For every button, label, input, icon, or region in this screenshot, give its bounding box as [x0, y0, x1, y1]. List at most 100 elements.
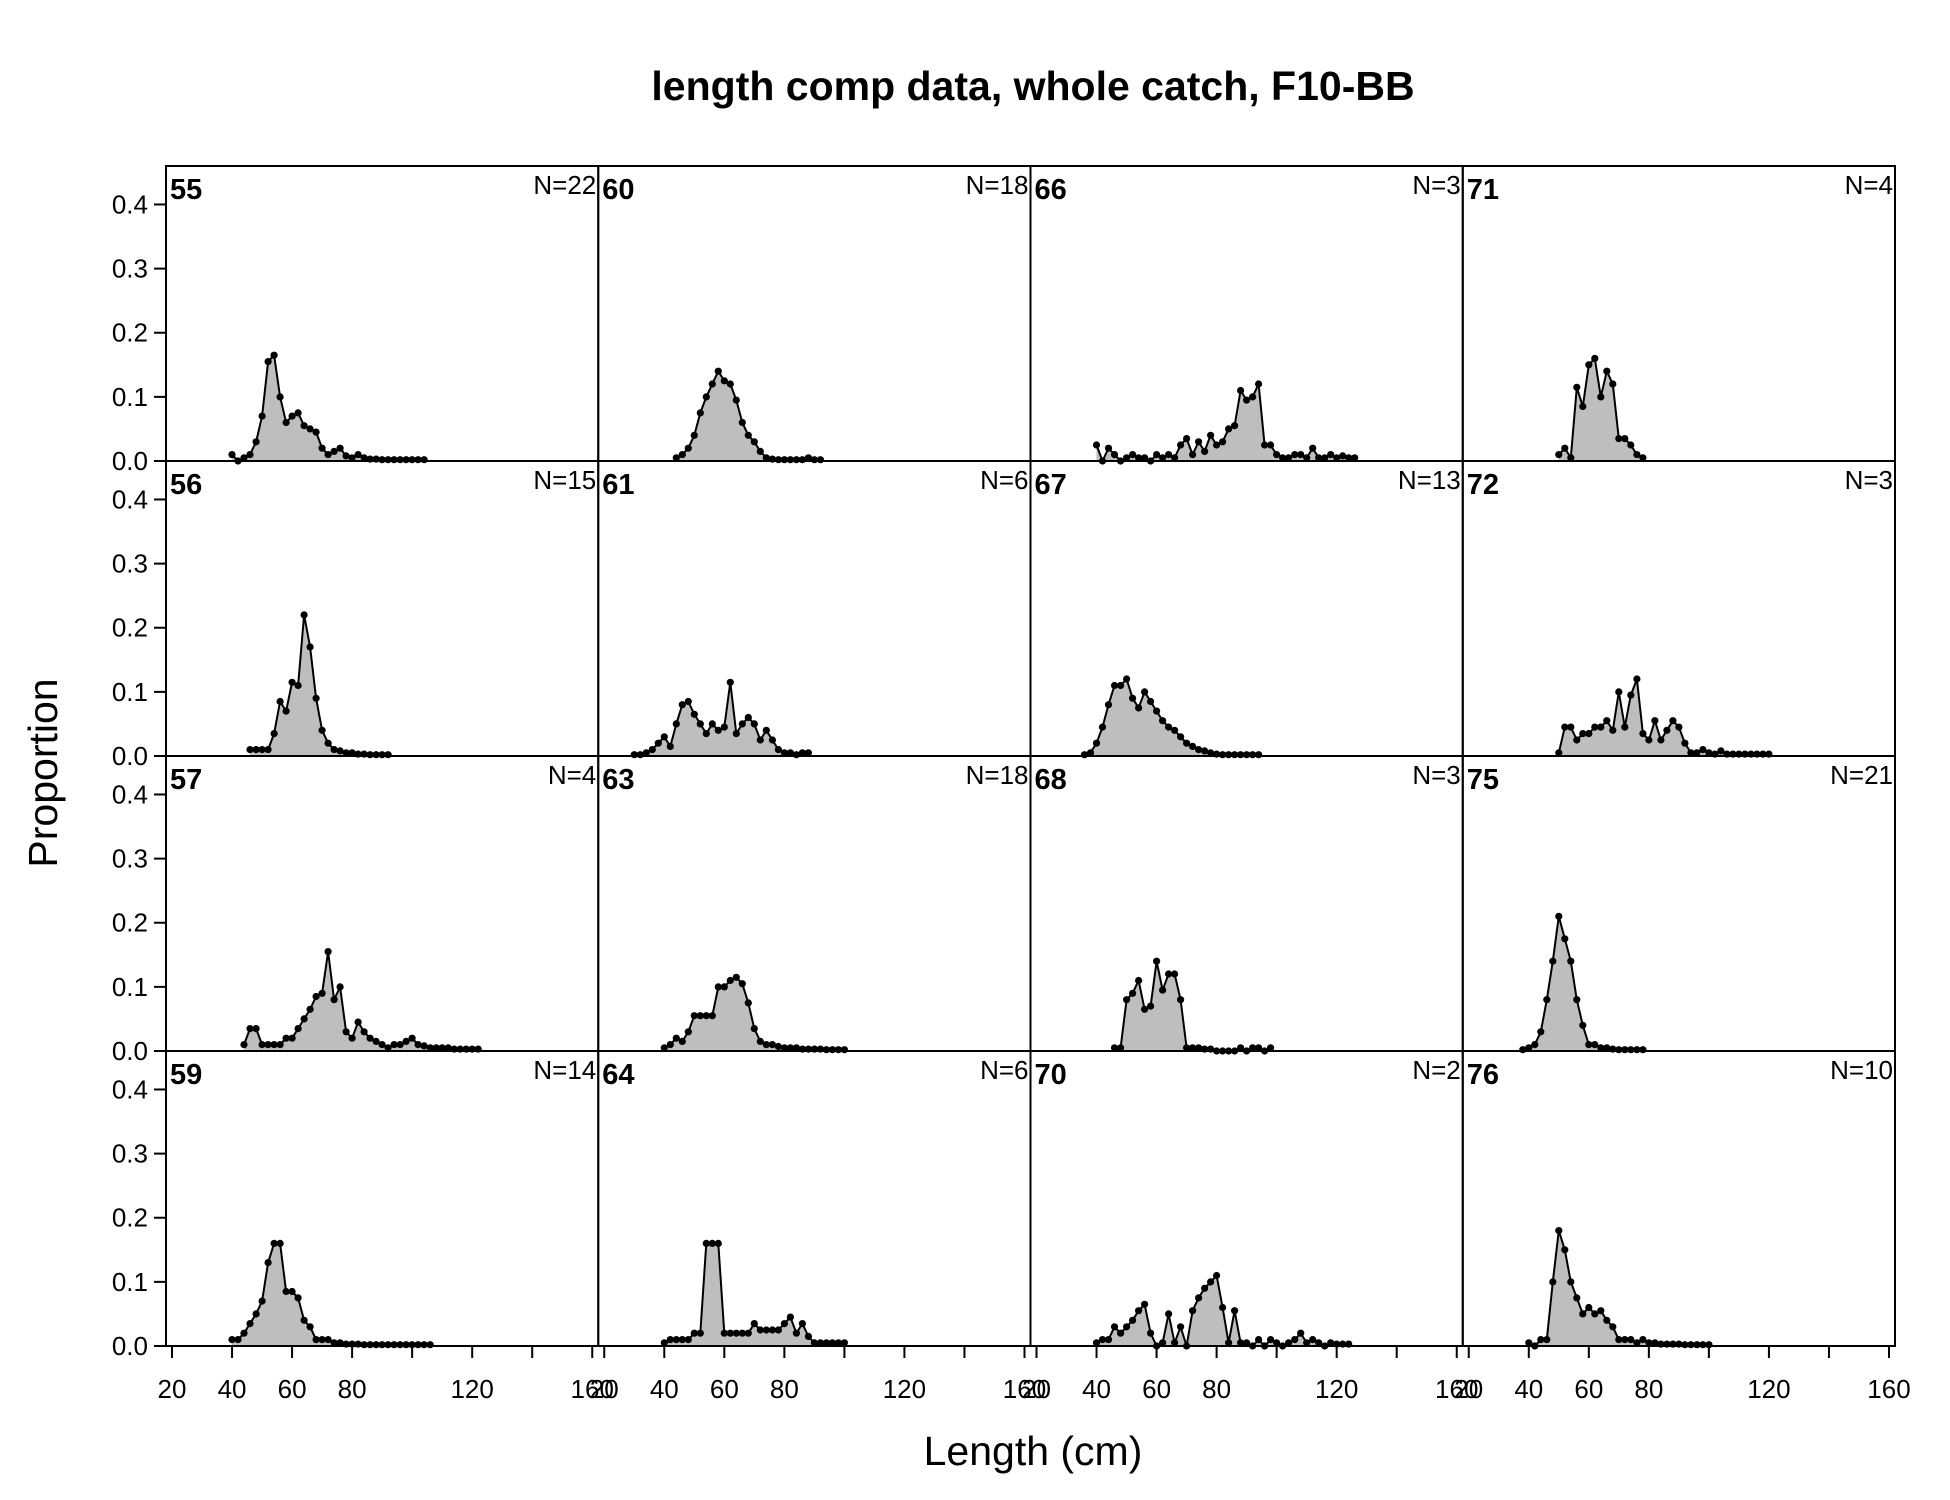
data-point [1207, 1278, 1215, 1286]
panel-label: 67 [1035, 469, 1067, 501]
data-point [714, 367, 722, 375]
data-point [384, 1044, 392, 1052]
data-point [1092, 441, 1101, 449]
data-point [1231, 1307, 1239, 1315]
data-point [726, 1329, 734, 1337]
data-point [1123, 454, 1131, 462]
data-point [792, 1044, 801, 1052]
data-point [828, 1339, 837, 1347]
data-point [1525, 1044, 1533, 1052]
x-tick-label: 40 [218, 1374, 247, 1404]
data-point [1549, 957, 1557, 965]
sample-size-label: N=6 [980, 465, 1028, 495]
data-point [342, 452, 350, 460]
data-point [1237, 1044, 1245, 1052]
data-point [822, 1339, 831, 1347]
panel-71: 71 N=4 [1461, 165, 1896, 462]
data-point [324, 948, 332, 956]
data-point [306, 643, 314, 651]
x-tick-label: 20 [590, 1374, 619, 1404]
data-point [762, 454, 770, 462]
sample-size-label: N=3 [1412, 170, 1460, 200]
data-point [1627, 691, 1635, 699]
data-point [1291, 451, 1299, 459]
data-point [288, 412, 296, 420]
x-tick-label: 120 [883, 1374, 926, 1404]
data-point [768, 1326, 777, 1334]
data-point [1585, 1303, 1593, 1312]
sample-size-label: N=13 [1398, 465, 1461, 495]
area-fill-75 [1522, 916, 1643, 1051]
data-point [1092, 739, 1101, 747]
panel-label: 75 [1467, 764, 1499, 796]
data-point [774, 1042, 783, 1051]
data-point [1165, 1310, 1173, 1318]
data-point [318, 1336, 326, 1344]
data-point [1171, 970, 1179, 978]
data-point [348, 454, 356, 462]
data-point [720, 377, 728, 385]
data-point [360, 454, 368, 462]
data-point [1567, 723, 1575, 731]
data-point [246, 451, 254, 459]
data-point [1591, 723, 1599, 731]
data-point [324, 739, 332, 747]
data-point [678, 1037, 686, 1045]
data-point [1129, 989, 1137, 997]
data-point [786, 1044, 795, 1052]
data-point [402, 1037, 410, 1045]
data-point [396, 1041, 404, 1049]
data-point [1177, 996, 1185, 1004]
data-point [732, 1329, 740, 1337]
y-tick-label: 0.4 [112, 484, 148, 514]
data-point [1633, 675, 1641, 683]
data-point [1321, 454, 1329, 462]
data-point [1603, 367, 1611, 375]
panel-label: 64 [602, 1059, 634, 1091]
data-point [1603, 1044, 1611, 1052]
panel-64: 64 N=6 20 40 60 80 120 160 [590, 1050, 1046, 1404]
data-point [1639, 730, 1647, 738]
area-fill-68 [1114, 961, 1271, 1051]
x-tick-label: 60 [1574, 1374, 1603, 1404]
panel-frame-56 [165, 460, 600, 757]
y-tick-label: 0.1 [112, 1267, 148, 1297]
y-tick-label: 0.1 [112, 382, 148, 412]
panel-label: 55 [170, 174, 202, 206]
data-point [726, 678, 734, 686]
data-point [666, 742, 674, 751]
sample-size-label: N=18 [966, 170, 1029, 200]
data-point [1249, 393, 1257, 401]
data-point [1123, 1323, 1131, 1331]
x-tick-label: 20 [158, 1374, 187, 1404]
data-point [270, 351, 278, 359]
panel-70: 70 N=2 20 40 60 80 120 160 [1022, 1050, 1478, 1404]
data-point [300, 422, 308, 430]
data-point [1555, 451, 1563, 459]
data-point [1567, 957, 1575, 965]
x-tick-label: 80 [1634, 1374, 1663, 1404]
y-tick-label: 0.1 [112, 972, 148, 1002]
data-point [1573, 736, 1581, 744]
data-point [684, 1336, 692, 1344]
data-point [372, 1037, 380, 1045]
panel-label: 66 [1035, 174, 1067, 206]
data-point [1285, 454, 1293, 462]
data-point [1639, 1336, 1647, 1344]
sample-size-label: N=4 [548, 760, 596, 790]
data-point [1627, 441, 1635, 449]
y-tick-label: 0.0 [112, 446, 148, 476]
data-point [306, 425, 314, 433]
data-point [1135, 1307, 1143, 1315]
data-point [684, 697, 692, 706]
data-point [366, 1034, 374, 1042]
panel-59: 59 N=14 0.0 0.1 0.2 0.3 0.4 20 40 60 80 120 160 [112, 1050, 614, 1404]
data-point [756, 1326, 764, 1334]
data-point [1189, 451, 1197, 459]
data-point [708, 1012, 716, 1020]
data-point [732, 730, 740, 738]
data-point [1309, 444, 1317, 452]
data-point [1123, 675, 1131, 683]
data-point [420, 456, 428, 464]
data-point [294, 1294, 302, 1302]
